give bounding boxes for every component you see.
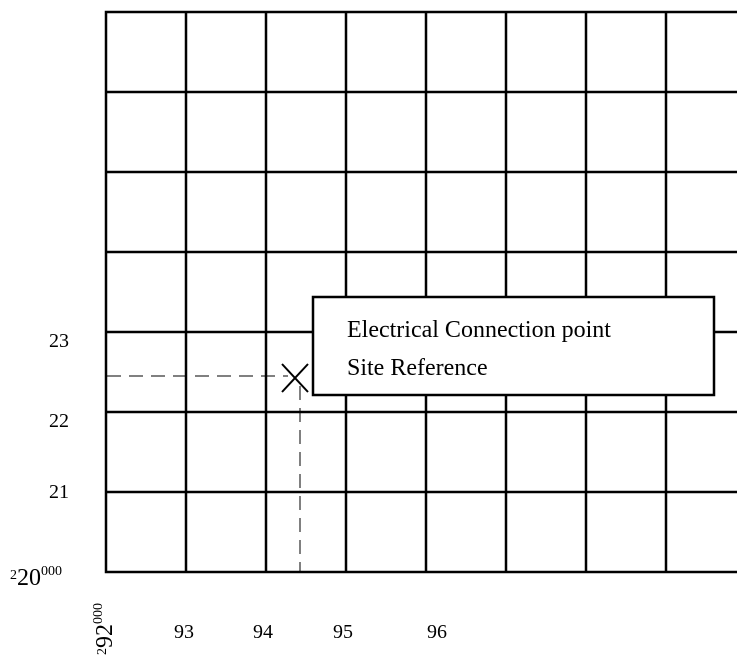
y-label-22: 22	[49, 410, 69, 432]
x-origin-main: 92	[92, 624, 118, 648]
x-label-96: 96	[427, 621, 447, 643]
x-label-93: 93	[174, 621, 194, 643]
y-origin-prefix: 2	[10, 568, 17, 583]
callout: Electrical Connection point Site Referen…	[311, 295, 716, 397]
callout-line-1: Electrical Connection point	[347, 317, 611, 343]
y-label-21: 21	[49, 481, 69, 503]
x-label-95: 95	[333, 621, 353, 643]
grid	[104, 10, 737, 574]
grid-border	[104, 10, 737, 574]
callout-line-2: Site Reference	[347, 355, 488, 381]
x-origin-label: 292000	[91, 603, 118, 655]
y-origin-main: 20	[17, 565, 41, 591]
x-origin-suffix: 000	[91, 603, 106, 624]
y-origin-suffix: 000	[41, 564, 62, 579]
y-label-23: 23	[49, 330, 69, 352]
x-label-94: 94	[253, 621, 273, 643]
x-origin-prefix: 2	[95, 648, 110, 655]
callout-box	[311, 295, 716, 397]
y-origin-label: 220000	[10, 564, 62, 591]
connection-point-marker	[281, 363, 309, 393]
